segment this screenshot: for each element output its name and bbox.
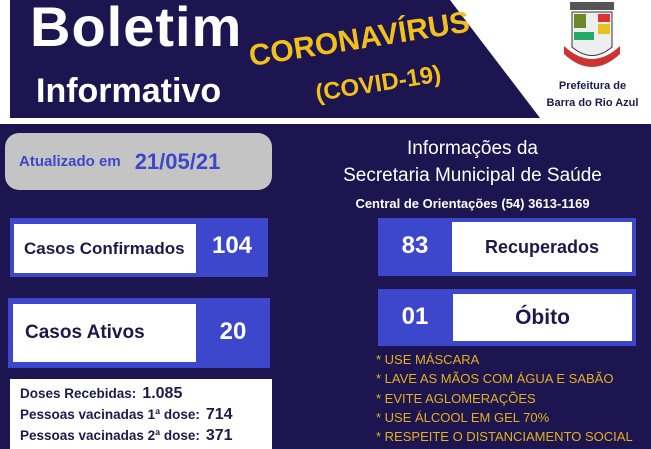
vaccination-box: Doses Recebidas: 1.085 Pessoas vacinadas … <box>10 379 272 449</box>
vaccination-value: 371 <box>205 427 233 444</box>
confirmed-value: 104 <box>211 232 253 259</box>
tip: * EVITE AGLOMERAÇÕES <box>376 390 536 406</box>
info-line1: Informações da <box>407 138 538 159</box>
active-label: Casos Ativos <box>13 304 196 362</box>
confirmed-label: Casos Confirmados <box>14 224 196 273</box>
vaccination-label: Pessoas vacinadas 2ª dose: <box>20 428 200 443</box>
prefecture-line1: Prefeitura de <box>558 80 627 92</box>
info-line2: Secretaria Municipal de Saúde <box>343 165 602 186</box>
prefecture-line2: Barra do Rio Azul <box>546 97 639 109</box>
title-boletim: Boletim <box>30 0 243 58</box>
vaccination-row: Pessoas vacinadas 2ª dose: 371 <box>20 425 272 446</box>
vaccination-row: Doses Recebidas: 1.085 <box>20 383 272 404</box>
prevention-tips: * USE MÁSCARA * LAVE AS MÃOS COM ÁGUA E … <box>376 350 633 446</box>
vaccination-value: 714 <box>205 406 233 423</box>
active-value: 20 <box>219 318 247 345</box>
recovered-card: 83 Recuperados <box>378 218 636 276</box>
active-cases-card: Casos Ativos 20 <box>8 298 270 368</box>
update-date-box: Atualizado em 21/05/21 <box>5 133 272 190</box>
deaths-card: 01 Óbito <box>378 289 636 346</box>
tip: * USE ÁLCOOL EM GEL 70% <box>376 409 550 425</box>
deaths-label: Óbito <box>453 294 632 341</box>
tip: * USE MÁSCARA <box>376 352 480 367</box>
vaccination-label: Doses Recebidas: <box>20 386 137 401</box>
recovered-value: 83 <box>401 232 429 259</box>
vaccination-label: Pessoas vacinadas 1ª dose: <box>20 407 200 422</box>
recovered-label: Recuperados <box>452 222 632 272</box>
update-label: Atualizado em <box>19 153 121 170</box>
header-banner <box>0 0 651 130</box>
deaths-value: 01 <box>401 303 429 330</box>
info-phone: Central de Orientações (54) 3613-1169 <box>355 196 590 211</box>
vaccination-row: Pessoas vacinadas 1ª dose: 714 <box>20 404 272 425</box>
title-informativo: Informativo <box>36 72 222 110</box>
confirmed-cases-card: Casos Confirmados 104 <box>10 218 268 277</box>
update-date: 21/05/21 <box>134 148 221 174</box>
vaccination-value: 1.085 <box>142 385 183 402</box>
tip: * LAVE AS MÃOS COM ÁGUA E SABÃO <box>376 371 614 387</box>
prefecture-name: Prefeitura de Barra do Rio Azul <box>540 78 645 112</box>
tip: * RESPEITE O DISTANCIAMENTO SOCIAL <box>376 429 633 445</box>
municipal-coat-of-arms-logo <box>564 2 620 67</box>
